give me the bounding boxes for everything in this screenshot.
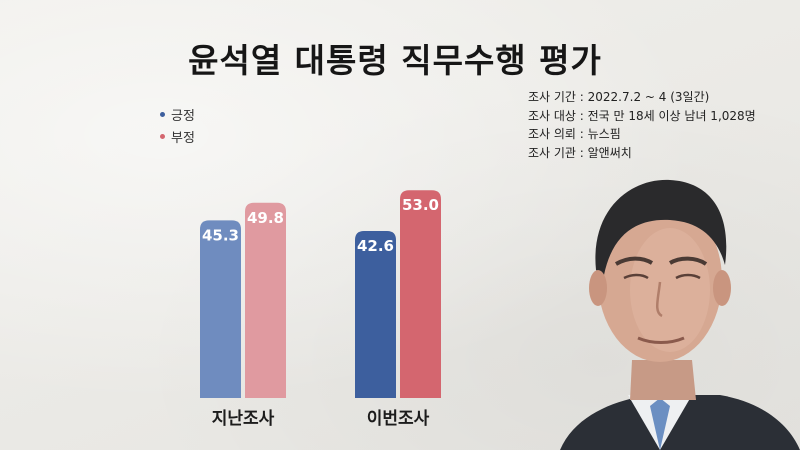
legend-label-positive: 긍정	[171, 108, 195, 124]
data-label-이번조사-긍정: 42.6	[357, 237, 394, 255]
legend-label-negative: 부정	[171, 130, 195, 146]
legend-dot-negative	[160, 133, 165, 139]
legend-dot-positive	[160, 111, 165, 117]
legend-item-positive: 긍정	[160, 104, 195, 124]
tick-label-지난조사: 지난조사	[212, 409, 275, 429]
tick-label-이번조사: 이번조사	[367, 409, 430, 429]
data-label-지난조사-부정: 49.8	[247, 209, 284, 227]
survey-info: 조사 기간 : 2022.7.2 ~ 4 (3일간) 조사 대상 : 전국 만 …	[528, 88, 756, 162]
data-label-지난조사-긍정: 45.3	[202, 226, 239, 244]
survey-client: 조사 의뢰 : 뉴스핌	[528, 127, 621, 141]
survey-agency: 조사 기관 : 알앤써치	[528, 145, 632, 160]
person-portrait-icon	[560, 179, 800, 450]
bar-이번조사-부정	[400, 190, 441, 398]
legend-item-negative: 부정	[160, 126, 195, 146]
bar-이번조사-긍정	[355, 231, 396, 398]
survey-period: 조사 기간 : 2022.7.2 ~ 4 (3일간)	[528, 90, 710, 104]
page-title: 윤석열 대통령 직무수행 평가	[188, 41, 602, 80]
survey-target: 조사 대상 : 전국 만 18세 이상 남녀 1,028명	[528, 108, 756, 123]
data-label-이번조사-부정: 53.0	[402, 196, 439, 214]
bar-지난조사-긍정	[200, 220, 241, 398]
legend: 긍정 부정	[160, 104, 195, 148]
bar-지난조사-부정	[245, 202, 286, 398]
